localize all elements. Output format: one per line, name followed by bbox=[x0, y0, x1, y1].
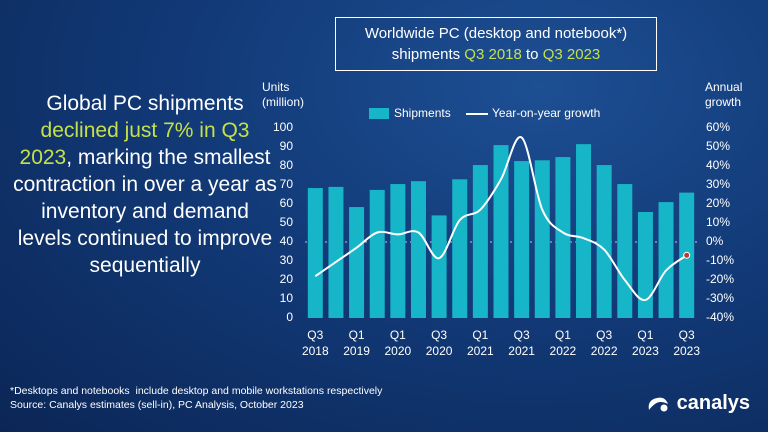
logo-icon bbox=[648, 397, 669, 412]
y2-tick-label: 30% bbox=[706, 177, 730, 191]
y-tick-label: 100 bbox=[273, 120, 293, 134]
bar bbox=[390, 184, 406, 318]
bar bbox=[514, 161, 530, 318]
growth-marker bbox=[683, 251, 691, 259]
y-axis-label: Units (million) bbox=[262, 80, 304, 109]
y2-axis-label: Annual growth bbox=[705, 80, 743, 109]
y-tick-label: 90 bbox=[280, 139, 294, 153]
y2-tick-label: -40% bbox=[706, 310, 734, 324]
title-part: shipments bbox=[391, 46, 465, 63]
title-part: to bbox=[521, 46, 543, 63]
legend-label: Year-on-year growth bbox=[492, 106, 600, 120]
y2-tick-label: 40% bbox=[706, 158, 730, 172]
legend-label: Shipments bbox=[394, 106, 451, 120]
y-tick-label: 10 bbox=[280, 291, 294, 305]
bar bbox=[452, 179, 468, 318]
y-tick-label: 40 bbox=[280, 234, 294, 248]
x-tick-label: Q1 2019 bbox=[343, 328, 370, 358]
x-tick-label: Q3 2020 bbox=[425, 328, 453, 358]
growth-line bbox=[314, 136, 688, 301]
source: Source: Canalys estimates (sell-in), PC … bbox=[10, 399, 304, 411]
x-tick-label: Q3 2023 bbox=[673, 328, 701, 358]
bar bbox=[328, 186, 344, 318]
logo-text: canalys bbox=[676, 392, 750, 414]
y-tick-label: 0 bbox=[286, 310, 293, 324]
bar bbox=[596, 165, 612, 318]
y-tick-label: 60 bbox=[280, 196, 294, 210]
y-tick-label: 70 bbox=[280, 177, 294, 191]
chart-title: Worldwide PC (desktop and notebook*) ship… bbox=[335, 17, 657, 71]
bar bbox=[555, 157, 571, 318]
logo: canalys bbox=[645, 392, 750, 415]
title-line: Worldwide PC (desktop and notebook*) bbox=[364, 25, 628, 42]
bar bbox=[534, 160, 550, 318]
x-tick-label: Q3 2018 bbox=[301, 328, 329, 358]
bar bbox=[307, 188, 323, 318]
bar bbox=[637, 211, 653, 318]
notes: *Desktops and notebooks include desktop … bbox=[10, 384, 382, 412]
y2-tick-label: 0% bbox=[706, 234, 724, 248]
y2-tick-label: -20% bbox=[706, 272, 734, 286]
bar bbox=[472, 165, 488, 318]
x-tick-label: Q3 2021 bbox=[508, 328, 535, 358]
y2-tick-label: -30% bbox=[706, 291, 734, 305]
bar bbox=[617, 184, 633, 318]
y2-tick-label: 20% bbox=[706, 196, 730, 210]
x-tick-label: Q1 2020 bbox=[384, 328, 412, 358]
bar bbox=[576, 144, 592, 318]
x-tick-label: Q1 2023 bbox=[632, 328, 659, 358]
y-tick-label: 80 bbox=[280, 158, 294, 172]
headline-part: , marking the smallest contraction in ov… bbox=[13, 146, 277, 277]
x-tick-label: Q3 2022 bbox=[590, 328, 618, 358]
y2-tick-label: 50% bbox=[706, 139, 730, 153]
title-highlight: Q3 2023 bbox=[542, 46, 601, 63]
y-tick-label: 50 bbox=[280, 215, 294, 229]
bar bbox=[431, 215, 447, 318]
bar bbox=[493, 145, 509, 318]
x-tick-label: Q1 2021 bbox=[467, 328, 494, 358]
legend-swatch bbox=[369, 108, 389, 119]
y-tick-label: 20 bbox=[280, 272, 294, 286]
bar bbox=[658, 202, 674, 318]
headline: Global PC shipments declined just 7% in … bbox=[12, 90, 278, 279]
title-line: shipments Q3 2018 to Q3 2023 bbox=[336, 44, 656, 65]
y2-tick-label: -10% bbox=[706, 253, 734, 267]
bar bbox=[410, 181, 426, 318]
bar bbox=[349, 207, 365, 318]
title-highlight: Q3 2018 bbox=[464, 46, 522, 63]
x-tick-label: Q1 2022 bbox=[549, 328, 577, 358]
y-tick-label: 30 bbox=[280, 253, 294, 267]
headline-highlight: declined just 7% in Q3 2023 bbox=[19, 119, 250, 169]
footnote: *Desktops and notebooks include desktop … bbox=[10, 385, 383, 397]
y2-tick-label: 10% bbox=[706, 215, 730, 229]
y2-tick-label: 60% bbox=[706, 120, 730, 134]
bar bbox=[369, 189, 385, 318]
headline-part: Global PC shipments bbox=[46, 92, 244, 115]
